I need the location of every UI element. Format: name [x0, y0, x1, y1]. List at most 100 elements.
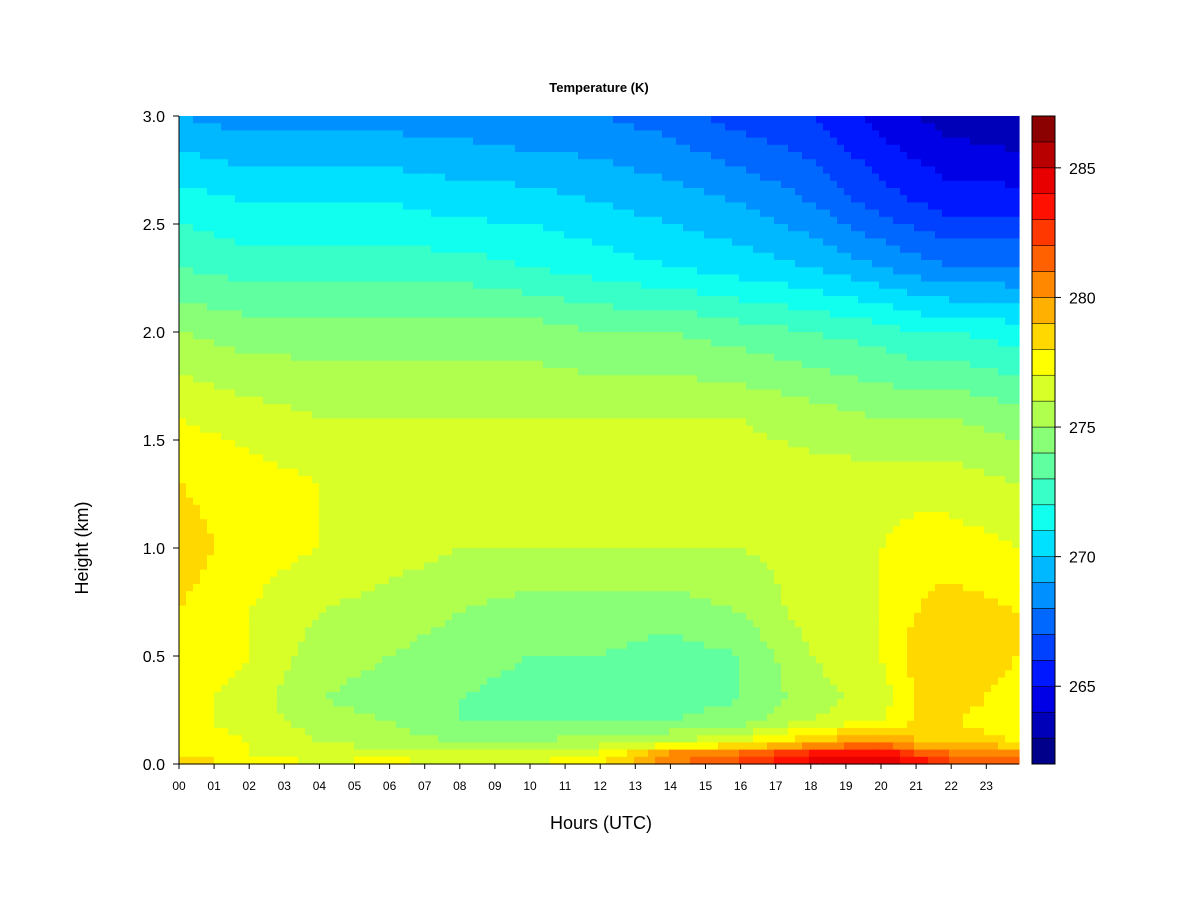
heatmap-cell [592, 238, 600, 247]
heatmap-cell [865, 346, 873, 355]
heatmap-cell [858, 368, 866, 376]
heatmap-cell [592, 130, 600, 139]
heatmap-cell [200, 188, 208, 196]
heatmap-cell [403, 137, 411, 146]
heatmap-cell [200, 180, 208, 189]
heatmap-cell [536, 288, 544, 297]
heatmap-cell [942, 252, 950, 261]
heatmap-cell [431, 324, 439, 333]
heatmap-cell [473, 231, 481, 239]
heatmap-cell [396, 152, 404, 160]
heatmap-cell [872, 152, 880, 160]
heatmap-cell [774, 166, 782, 175]
heatmap-cell [284, 260, 292, 268]
heatmap-cell [970, 166, 978, 175]
heatmap-cell [340, 353, 348, 362]
heatmap-cell [1012, 166, 1020, 175]
heatmap-cell [809, 389, 817, 398]
heatmap-cell [592, 310, 600, 319]
heatmap-cell [662, 303, 670, 311]
heatmap-cell [193, 310, 201, 319]
heatmap-cell [739, 216, 747, 225]
heatmap-cell [564, 209, 572, 218]
heatmap-cell [438, 353, 446, 362]
heatmap-cell [417, 260, 425, 268]
heatmap-cell [634, 180, 642, 189]
heatmap-cell [228, 238, 236, 247]
heatmap-cell [340, 216, 348, 225]
heatmap-cell [487, 382, 495, 391]
heatmap-cell [858, 116, 866, 124]
heatmap-cell [816, 267, 824, 275]
heatmap-cell [284, 231, 292, 239]
heatmap-cell [186, 404, 194, 412]
heatmap-cell [634, 324, 642, 333]
heatmap-cell [606, 202, 614, 211]
heatmap-cell [396, 245, 404, 254]
heatmap-cell [256, 231, 264, 239]
heatmap-cell [970, 231, 978, 239]
heatmap-cell [452, 375, 460, 383]
heatmap-cell [389, 281, 397, 290]
heatmap-cell [942, 310, 950, 319]
heatmap-cell [284, 238, 292, 247]
heatmap-cell [515, 353, 523, 362]
heatmap-cell [508, 224, 516, 232]
heatmap-cell [249, 310, 257, 319]
heatmap-cell [466, 332, 474, 340]
heatmap-cell [802, 245, 810, 254]
heatmap-cell [746, 303, 754, 311]
heatmap-cell [438, 180, 446, 189]
heatmap-cell [949, 296, 957, 304]
heatmap-cell [256, 281, 264, 290]
heatmap-cell [879, 267, 887, 275]
heatmap-cell [228, 144, 236, 153]
heatmap-cell [662, 260, 670, 268]
heatmap-cell [711, 224, 719, 232]
heatmap-cell [872, 339, 880, 347]
heatmap-cell [487, 130, 495, 139]
heatmap-cell [347, 324, 355, 333]
heatmap-cell [214, 368, 222, 376]
heatmap-cell [585, 288, 593, 297]
heatmap-cell [858, 353, 866, 362]
heatmap-cell [522, 281, 530, 290]
heatmap-cell [704, 339, 712, 347]
heatmap-cell [921, 281, 929, 290]
heatmap-cell [627, 267, 635, 275]
heatmap-cell [508, 382, 516, 391]
heatmap-cell [900, 332, 908, 340]
heatmap-cell [452, 310, 460, 319]
heatmap-cell [228, 123, 236, 131]
heatmap-cell [893, 389, 901, 398]
heatmap-cell [648, 195, 656, 203]
heatmap-cell [291, 123, 299, 131]
heatmap-cell [564, 267, 572, 275]
heatmap-cell [480, 252, 488, 261]
heatmap-cell [340, 411, 348, 419]
heatmap-cell [522, 144, 530, 153]
heatmap-cell [375, 353, 383, 362]
heatmap-cell [305, 152, 313, 160]
heatmap-cell [998, 317, 1006, 326]
heatmap-cell [298, 238, 306, 247]
heatmap-cell [802, 368, 810, 376]
heatmap-cell [480, 324, 488, 333]
heatmap-cell [536, 238, 544, 247]
heatmap-cell [242, 152, 250, 160]
heatmap-cell [389, 202, 397, 211]
heatmap-cell [606, 303, 614, 311]
heatmap-cell [431, 202, 439, 211]
heatmap-cell [305, 404, 313, 412]
heatmap-cell [305, 389, 313, 398]
heatmap-cell [648, 231, 656, 239]
heatmap-cell [893, 209, 901, 218]
heatmap-cell [424, 296, 432, 304]
heatmap-cell [543, 195, 551, 203]
heatmap-cell [984, 166, 992, 175]
heatmap-cell [690, 252, 698, 261]
heatmap-cell [508, 180, 516, 189]
heatmap-cell [676, 224, 684, 232]
heatmap-cell [683, 360, 691, 369]
heatmap-cell [249, 317, 257, 326]
